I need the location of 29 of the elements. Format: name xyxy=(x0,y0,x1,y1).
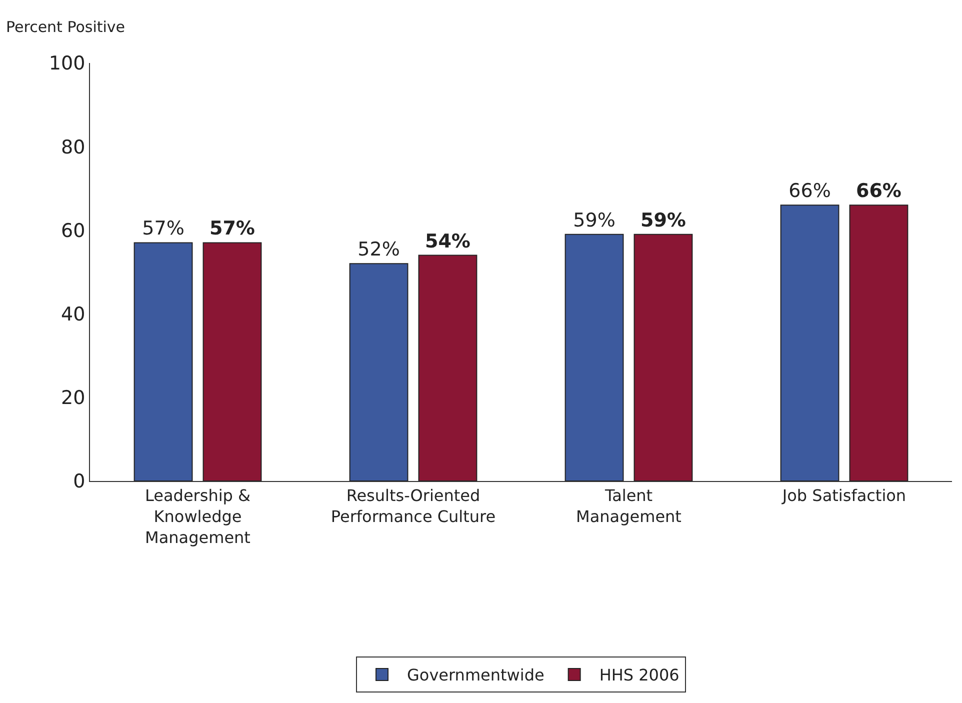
data-label: 57% xyxy=(209,218,255,240)
y-tick-label: 80 xyxy=(61,136,86,158)
bar xyxy=(349,263,408,481)
bar xyxy=(780,204,840,481)
legend-label: Governmentwide xyxy=(407,666,544,685)
data-label: 59% xyxy=(573,209,616,232)
bar xyxy=(418,254,478,481)
x-tick-label: Talent Management xyxy=(576,486,682,526)
data-label: 59% xyxy=(640,209,686,232)
data-label: 66% xyxy=(788,180,831,202)
data-label: 54% xyxy=(424,230,470,252)
y-axis-title: Percent Positive xyxy=(6,18,126,36)
bar xyxy=(202,242,262,481)
data-label: 66% xyxy=(856,180,902,202)
y-tick-label: 100 xyxy=(48,52,86,75)
y-tick-label: 0 xyxy=(73,470,86,493)
legend-label: HHS 2006 xyxy=(599,666,680,685)
x-tick-label: Job Satisfaction xyxy=(781,486,906,506)
bar xyxy=(134,242,193,481)
x-tick-label: Leadership & Knowledge Management xyxy=(145,486,250,547)
y-tick-label: 60 xyxy=(61,220,86,242)
bar xyxy=(849,204,908,481)
y-tick-label: 40 xyxy=(61,303,86,326)
data-label: 57% xyxy=(142,218,184,240)
x-tick-label: Results-Oriented Performance Culture xyxy=(330,486,496,526)
data-label: 52% xyxy=(358,238,400,261)
bar xyxy=(564,234,624,481)
bar xyxy=(634,234,693,481)
y-tick-label: 20 xyxy=(61,387,86,410)
